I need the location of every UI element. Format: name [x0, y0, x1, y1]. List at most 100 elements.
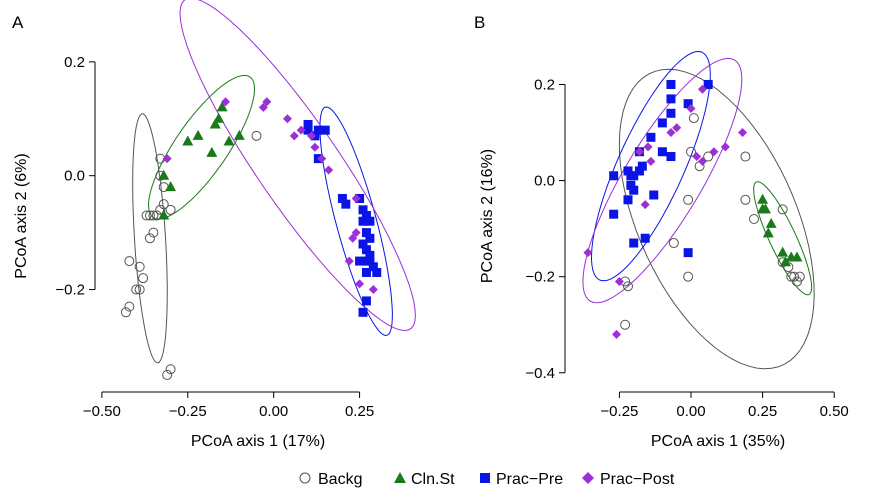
point-prac-pre-a: [303, 125, 313, 135]
legend-item-backg: Backg: [299, 471, 362, 488]
point-prac-pre-b: [703, 79, 713, 89]
legend-marker-backg: [299, 472, 311, 484]
point-prac-post-a: [324, 165, 334, 175]
point-prac-pre-b: [646, 132, 656, 142]
y-tick-label-b: −0.4: [525, 365, 555, 382]
point-prac-post-a: [348, 233, 358, 243]
point-backg-a: [131, 284, 142, 295]
point-backg-b: [703, 151, 714, 162]
point-backg-b: [688, 113, 699, 124]
point-prac-pre-a: [365, 216, 375, 226]
point-backg-b: [789, 271, 800, 282]
point-cln-st-b: [757, 203, 769, 214]
point-cln-st-a: [158, 209, 170, 220]
x-tick-label-a: 0.25: [345, 403, 374, 420]
point-prac-post-b: [692, 152, 702, 162]
point-backg-b: [749, 214, 759, 225]
point-prac-pre-a: [355, 256, 365, 266]
point-backg-a: [134, 284, 145, 295]
y-tick-label-a: −0.2: [55, 282, 85, 299]
legend-marker-cln-st: [394, 472, 406, 483]
legend-marker-prac-post: [582, 472, 594, 484]
point-cln-st-a: [223, 135, 235, 146]
ellipse-prac-pre-b: [590, 50, 711, 282]
point-prac-pre-a: [337, 193, 347, 203]
point-prac-post-a: [351, 228, 361, 238]
point-prac-pre-a: [358, 239, 368, 249]
point-backg-a: [144, 210, 155, 221]
point-cln-st-b: [777, 246, 789, 257]
legend-item-cln-st: Cln.St: [394, 471, 455, 488]
point-prac-pre-b: [649, 190, 659, 200]
point-cln-st-b: [780, 256, 791, 267]
ellipses-b: [582, 50, 815, 370]
point-cln-st-b: [762, 227, 774, 238]
point-backg-b: [620, 319, 631, 330]
point-prac-post-b: [738, 128, 748, 138]
point-cln-st-b: [757, 193, 769, 204]
point-backg-b: [683, 194, 694, 205]
point-prac-post-a: [310, 142, 320, 152]
x-tick-label-b: −0.25: [600, 403, 638, 420]
x-axis-title-b: PCoA axis 1 (35%): [651, 433, 785, 450]
legend-label-backg: Backg: [318, 471, 362, 488]
point-prac-pre-a: [361, 211, 371, 221]
point-prac-post-b: [640, 200, 650, 210]
point-prac-pre-b: [629, 171, 639, 181]
point-prac-post-a: [344, 256, 354, 266]
x-tick-label-a: −0.25: [169, 403, 207, 420]
point-prac-pre-a: [372, 267, 382, 277]
point-backg-b: [791, 276, 802, 287]
point-prac-pre-b: [657, 118, 667, 128]
point-backg-b: [686, 146, 696, 157]
point-prac-post-a: [317, 154, 327, 164]
point-prac-pre-b: [666, 108, 676, 118]
point-prac-post-b: [720, 142, 730, 152]
point-prac-pre-a: [368, 262, 378, 272]
legend-item-prac-pre: Prac−Pre: [480, 471, 563, 488]
point-cln-st-a: [158, 169, 170, 180]
point-backg-a: [138, 273, 149, 284]
point-prac-pre-b: [637, 161, 647, 171]
point-prac-post-a: [306, 131, 316, 141]
point-prac-pre-a: [365, 250, 375, 260]
x-tick-label-b: 0.00: [676, 403, 705, 420]
point-prac-post-b: [697, 84, 707, 94]
ellipse-prac-post-a: [179, 0, 416, 332]
point-prac-post-b: [697, 156, 707, 166]
point-cln-st-a: [216, 101, 228, 112]
ticks-b: −0.25 0.00 0.25 0.50 −0.4 −0.2 0.0 0.2: [525, 76, 848, 420]
point-prac-pre-b: [657, 147, 667, 157]
point-prac-pre-a: [313, 125, 323, 135]
point-prac-post-b: [612, 329, 622, 339]
legend-label-cln-st: Cln.St: [411, 471, 455, 488]
point-backg-a: [165, 364, 176, 375]
point-prac-pre-b: [683, 99, 693, 109]
ticks-a: −0.50 −0.25 0.00 0.25 −0.2 0.0 0.2: [55, 54, 374, 420]
point-prac-post-a: [258, 102, 268, 112]
point-prac-post-a: [368, 285, 378, 295]
point-prac-post-b: [666, 128, 676, 138]
point-prac-post-b: [646, 156, 656, 166]
x-tick-label-a: 0.00: [259, 403, 288, 420]
legend-label-prac-post: Prac−Post: [600, 471, 675, 488]
point-prac-post-a: [351, 193, 361, 203]
point-prac-post-a: [289, 131, 299, 141]
point-prac-pre-a: [361, 267, 371, 277]
point-prac-post-b: [614, 276, 624, 286]
point-prac-post-b: [634, 147, 644, 157]
point-cln-st-b: [791, 251, 803, 262]
point-cln-st-a: [233, 129, 245, 140]
point-backg-a: [251, 130, 262, 141]
point-cln-st-a: [209, 118, 221, 129]
panel-label-a: A: [12, 13, 24, 32]
point-prac-pre-b: [666, 79, 676, 89]
point-prac-pre-a: [361, 296, 371, 306]
point-prac-pre-a: [358, 205, 368, 215]
y-tick-label-b: 0.2: [534, 76, 555, 93]
point-prac-post-a: [221, 97, 231, 107]
point-prac-pre-b: [609, 209, 619, 219]
point-backg-a: [124, 256, 135, 267]
points-a: [120, 97, 382, 380]
point-prac-post-b: [643, 142, 653, 152]
